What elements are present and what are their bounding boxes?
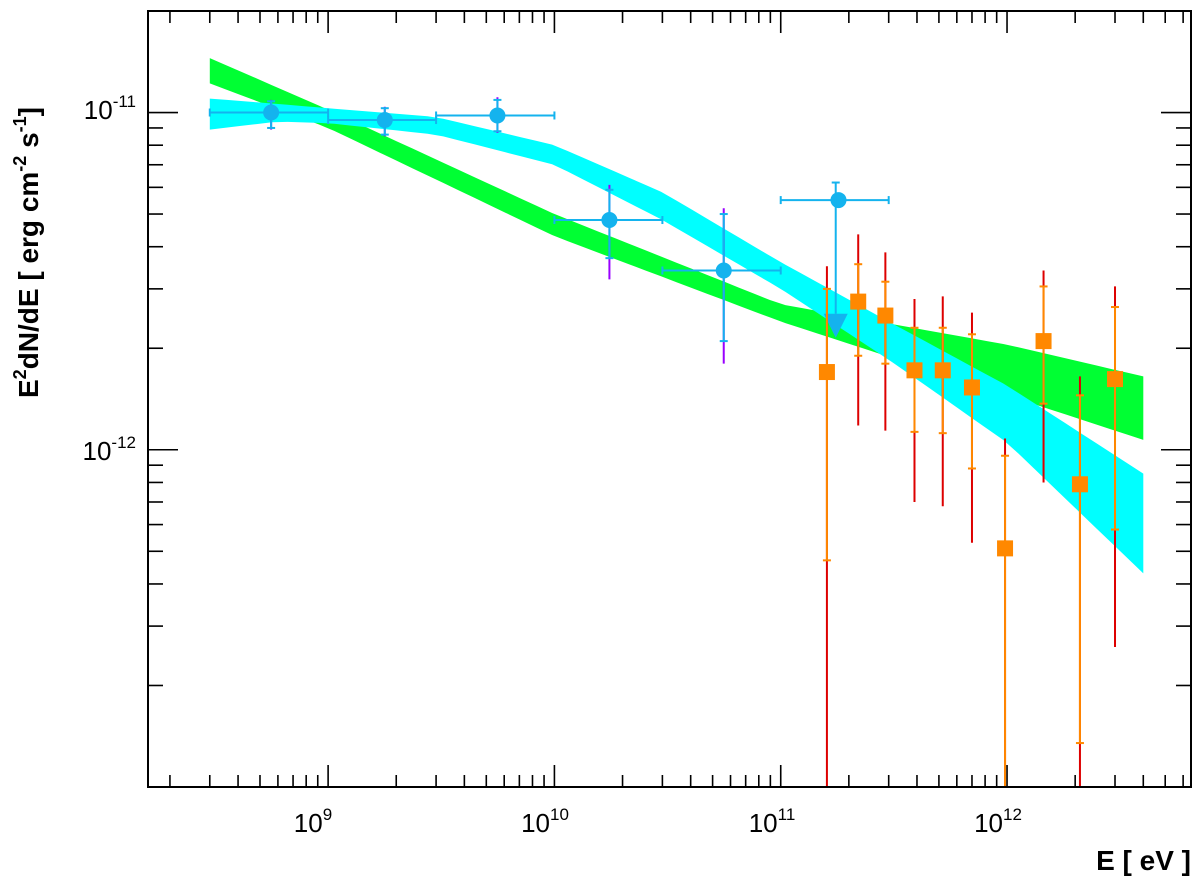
square-point bbox=[1107, 286, 1124, 648]
y-tick-label-1e-11: 10-11 bbox=[84, 92, 136, 125]
circle-marker bbox=[263, 104, 280, 121]
square-point bbox=[934, 296, 951, 507]
circle-point bbox=[779, 192, 890, 209]
square-point bbox=[1071, 376, 1088, 787]
x-tick-label-1e11: 1011 bbox=[749, 805, 796, 838]
square-marker bbox=[850, 293, 867, 310]
square-marker bbox=[997, 540, 1014, 557]
square-marker bbox=[877, 307, 894, 324]
y-axis-label: E2dN/dE [ erg cm-2 s-1] bbox=[10, 107, 44, 398]
square-point bbox=[1035, 270, 1052, 483]
x-axis-label: E [ eV ] bbox=[1096, 845, 1191, 876]
square-marker bbox=[1035, 333, 1052, 350]
square-marker bbox=[934, 362, 951, 379]
square-marker bbox=[963, 379, 980, 396]
upper-limit-arrow bbox=[823, 181, 848, 338]
square-point bbox=[818, 266, 835, 787]
circle-point bbox=[435, 97, 556, 133]
circle-marker bbox=[601, 212, 618, 229]
x-tick-label-1e12: 1012 bbox=[974, 805, 1022, 838]
plot-frame bbox=[147, 10, 1192, 788]
square-marker bbox=[1071, 476, 1088, 493]
square-marker bbox=[818, 364, 835, 381]
axis-ticks bbox=[148, 10, 1191, 787]
circle-marker bbox=[715, 262, 732, 279]
square-point bbox=[906, 298, 923, 502]
circle-marker bbox=[489, 107, 506, 124]
circle-point bbox=[661, 208, 782, 364]
cyan-model-band bbox=[209, 98, 1144, 574]
square-point bbox=[850, 234, 867, 426]
circle-marker bbox=[376, 112, 393, 129]
square-marker bbox=[1107, 371, 1124, 388]
x-tick-label-1e9: 109 bbox=[294, 805, 332, 838]
upper-limit-arrowhead bbox=[823, 313, 848, 338]
square-point bbox=[997, 438, 1014, 787]
y-tick-label-1e-12: 10-12 bbox=[83, 433, 137, 466]
square-point bbox=[877, 252, 894, 431]
square-marker bbox=[906, 362, 923, 379]
circle-point bbox=[553, 184, 664, 280]
model-bands bbox=[209, 58, 1144, 574]
x-tick-label-1e10: 1010 bbox=[521, 805, 569, 838]
square-point bbox=[963, 312, 980, 543]
circle-point bbox=[208, 99, 330, 130]
circle-marker bbox=[830, 192, 847, 209]
data-points bbox=[208, 97, 1124, 787]
